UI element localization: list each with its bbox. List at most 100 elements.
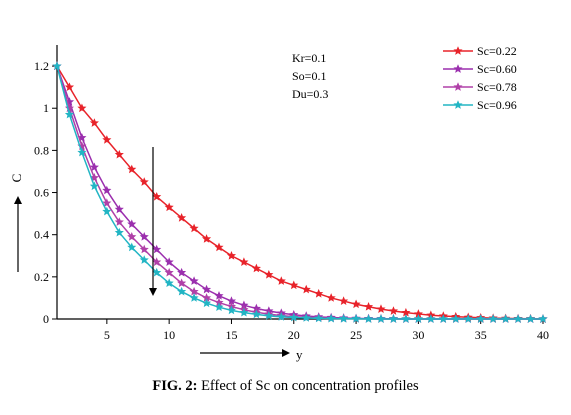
data-point: [64, 109, 75, 119]
annotation: So=0.1: [292, 69, 326, 83]
caption-text: Effect of Sc on concentration profiles: [197, 378, 419, 394]
legend-marker: [453, 46, 463, 55]
data-point: [139, 232, 149, 241]
x-tick-label: 10: [163, 328, 175, 342]
data-point: [89, 118, 99, 127]
y-tick-label: 0.8: [34, 143, 49, 157]
y-direction-arrow-head: [14, 196, 22, 204]
data-point: [501, 314, 511, 323]
data-point: [164, 202, 174, 212]
data-point: [538, 314, 548, 323]
data-point: [301, 284, 311, 294]
data-point: [64, 82, 75, 92]
data-point: [201, 284, 212, 294]
data-point: [114, 149, 124, 159]
data-point: [314, 313, 324, 323]
data-point: [513, 314, 523, 323]
data-point: [152, 191, 162, 201]
data-point: [226, 305, 237, 315]
data-point: [177, 286, 187, 296]
data-point: [177, 278, 187, 288]
data-point: [77, 103, 87, 113]
data-point: [89, 181, 99, 191]
annotation: Du=0.3: [292, 87, 328, 101]
y-axis-label: C: [9, 174, 24, 183]
annotation: Kr=0.1: [292, 51, 326, 65]
x-axis-label: y: [296, 347, 303, 362]
annotations: Kr=0.1 So=0.1 Du=0.3: [292, 51, 328, 101]
data-point: [476, 314, 486, 323]
series-line: [56, 65, 543, 320]
data-point: [177, 213, 187, 222]
data-point: [226, 250, 237, 260]
legend-label: Sc=0.96: [477, 98, 517, 112]
y-tick-label: 0.4: [34, 228, 49, 242]
data-point: [388, 306, 399, 315]
figure-caption: FIG. 2: Effect of Sc on concentration pr…: [0, 378, 571, 395]
x-tick-label: 25: [350, 328, 362, 342]
data-point: [251, 309, 261, 319]
data-point: [114, 227, 124, 237]
data-point: [214, 302, 224, 312]
data-point: [52, 61, 62, 70]
x-tick-label: 5: [104, 328, 110, 342]
data-point: [201, 298, 212, 308]
data-point: [114, 204, 124, 214]
x-tick-label: 20: [288, 328, 300, 342]
data-point: [164, 278, 174, 288]
data-point: [339, 314, 349, 323]
data-point: [139, 244, 149, 254]
data-point: [351, 314, 361, 323]
series-line: [56, 65, 544, 320]
x-direction-arrow-head: [282, 349, 290, 357]
x-tick-label: 15: [225, 328, 237, 342]
data-point: [351, 299, 361, 309]
data-point: [127, 219, 137, 229]
legend-marker: [453, 82, 463, 91]
data-point: [339, 296, 349, 305]
series-Sc=0.60: [52, 61, 548, 323]
data-point: [376, 314, 386, 323]
data-point: [301, 313, 311, 322]
data-point: [426, 314, 436, 323]
data-point: [164, 257, 174, 266]
data-point: [139, 177, 149, 186]
data-point: [363, 302, 374, 311]
series-line: [56, 65, 543, 320]
data-point: [102, 198, 112, 207]
data-point: [326, 313, 336, 323]
legend-marker: [453, 64, 463, 73]
data-point: [189, 276, 199, 285]
y-tick-label: 0.6: [34, 186, 49, 200]
x-tick-label: 40: [537, 328, 549, 342]
data-point: [289, 280, 299, 290]
data-point: [214, 291, 224, 300]
data-point: [276, 276, 286, 285]
data-point: [189, 293, 199, 302]
y-tick-label: 0: [43, 312, 49, 326]
data-point: [102, 185, 112, 195]
arrows: [14, 147, 290, 357]
data-point: [189, 223, 199, 233]
x-tick-label: 30: [412, 328, 424, 342]
data-point: [239, 257, 249, 266]
data-point: [438, 314, 448, 323]
data-point: [89, 162, 99, 172]
data-point: [451, 314, 461, 323]
series-line: [56, 65, 543, 320]
data-point: [363, 314, 374, 323]
data-point: [251, 263, 261, 273]
trend-arrow-head: [149, 288, 157, 296]
series-Sc=0.96: [52, 61, 548, 323]
data-point: [127, 164, 137, 174]
data-point: [264, 269, 274, 279]
data-point: [77, 147, 87, 157]
series-Sc=0.78: [52, 61, 548, 323]
y-tick-label: 0.2: [34, 270, 49, 284]
data-point: [388, 314, 399, 323]
data-point: [314, 288, 324, 298]
data-point: [114, 217, 124, 226]
series-layer: [52, 61, 548, 323]
data-point: [276, 312, 286, 321]
